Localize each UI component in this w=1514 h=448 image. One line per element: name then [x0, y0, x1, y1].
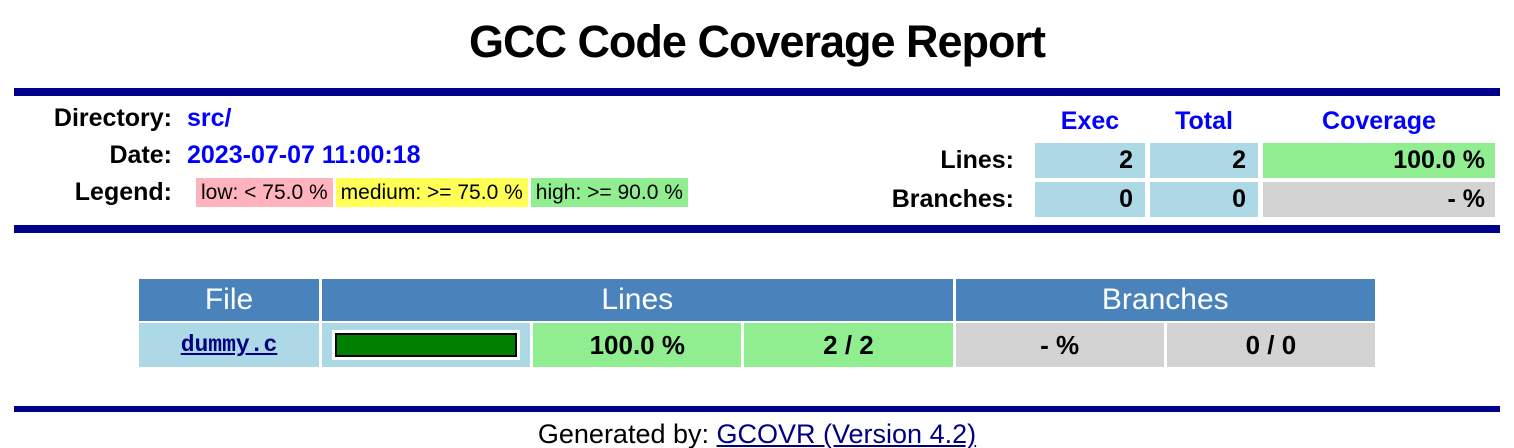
files-header-lines: Lines [322, 279, 953, 321]
files-table: File Lines Branches dummy.c 100.0 % 2 / … [136, 277, 1378, 369]
metrics-header-total: Total [1175, 107, 1233, 135]
lines-progress-cell [322, 323, 531, 367]
lines-total-value: 2 [1150, 143, 1258, 178]
directory-label: Directory: [53, 104, 172, 132]
footer: Generated by: GCOVR (Version 4.2) [14, 419, 1500, 448]
gcovr-version-link[interactable]: GCOVR (Version 4.2) [716, 419, 977, 448]
lines-label: Lines: [940, 146, 1014, 174]
page-title: GCC Code Coverage Report [468, 16, 1046, 67]
footer-generated-by: Generated by: [537, 419, 717, 448]
metrics-header-spacer [891, 104, 1030, 139]
footer-divider [14, 406, 1500, 412]
legend-row: Legend: low: < 75.0 % medium: >= 75.0 % hi… [14, 174, 689, 211]
file-branches-ratio: 0 / 0 [1166, 323, 1375, 367]
file-lines-ratio: 2 / 2 [744, 323, 953, 367]
date-value: 2023-07-07 11:00:18 [187, 141, 421, 169]
meta-table: Directory: src/ Date: 2023-07-07 11:00:1… [14, 100, 689, 211]
metrics-table: Exec Total Coverage Lines: 2 2 100.0 % B… [886, 100, 1500, 221]
lines-progress-fill [337, 335, 516, 355]
metrics-header-coverage: Coverage [1322, 107, 1436, 135]
metrics-header-exec: Exec [1060, 107, 1120, 135]
file-cell: dummy.c [139, 323, 319, 367]
directory-row: Directory: src/ [14, 100, 689, 137]
lines-progress-outline [335, 333, 518, 357]
coverage-report-page: GCC Code Coverage Report Directory: src/… [0, 14, 1514, 448]
legend-chip-medium: medium: >= 75.0 % [335, 177, 528, 207]
legend-chip-high: high: >= 90.0 % [530, 177, 688, 207]
lines-coverage-value: 100.0 % [1263, 143, 1495, 178]
metrics-row-lines: Lines: 2 2 100.0 % [891, 143, 1495, 178]
file-lines-coverage: 100.0 % [533, 323, 742, 367]
date-row: Date: 2023-07-07 11:00:18 [14, 137, 689, 174]
metrics-row-branches: Branches: 0 0 - % [891, 182, 1495, 217]
lines-progress-track [332, 330, 521, 360]
lines-exec-value: 2 [1035, 143, 1145, 178]
metrics-header-row: Exec Total Coverage [891, 104, 1495, 139]
file-row: dummy.c 100.0 % 2 / 2 - % 0 / 0 [139, 323, 1375, 367]
legend-items: low: < 75.0 % medium: >= 75.0 % high: >= 9… [186, 174, 689, 211]
legend-label: Legend: [74, 178, 172, 206]
summary-bottom-divider [14, 225, 1500, 233]
files-header-file: File [139, 279, 319, 321]
summary-section: Directory: src/ Date: 2023-07-07 11:00:1… [14, 100, 1500, 221]
file-link[interactable]: dummy.c [180, 332, 278, 358]
legend-chip-low: low: < 75.0 % [196, 177, 333, 207]
files-header-row: File Lines Branches [139, 279, 1375, 321]
branches-total-value: 0 [1150, 182, 1258, 217]
files-header-branches: Branches [955, 279, 1375, 321]
top-divider [14, 88, 1500, 96]
branches-label: Branches: [891, 185, 1014, 213]
branches-coverage-value: - % [1263, 182, 1495, 217]
file-branches-coverage: - % [955, 323, 1164, 367]
branches-exec-value: 0 [1035, 182, 1145, 217]
date-label: Date: [109, 141, 172, 169]
directory-value: src/ [187, 104, 232, 132]
